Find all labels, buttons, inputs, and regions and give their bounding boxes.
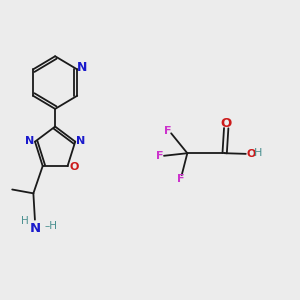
Text: H: H bbox=[21, 217, 28, 226]
Text: F: F bbox=[177, 174, 185, 184]
Text: –H: –H bbox=[44, 221, 57, 231]
Text: N: N bbox=[29, 222, 40, 235]
Text: N: N bbox=[77, 61, 88, 74]
Text: F: F bbox=[156, 151, 164, 161]
Text: N: N bbox=[25, 136, 34, 146]
Text: F: F bbox=[164, 126, 172, 136]
Text: O: O bbox=[246, 148, 256, 158]
Text: H: H bbox=[254, 148, 262, 158]
Text: N: N bbox=[76, 136, 86, 146]
Text: O: O bbox=[220, 116, 232, 130]
Text: O: O bbox=[69, 162, 79, 172]
